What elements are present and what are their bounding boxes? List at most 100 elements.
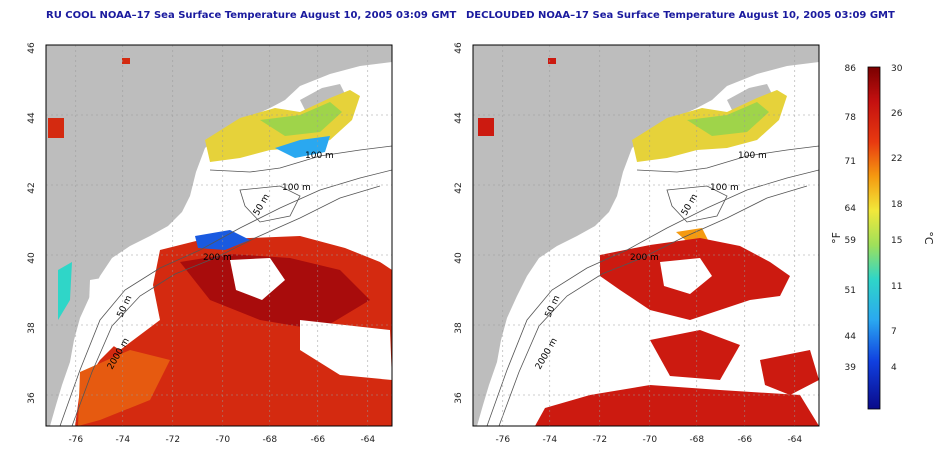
left-y-tick: 40 [27, 252, 37, 264]
right-warm-patch-3 [760, 350, 819, 395]
c-tick: 22 [891, 154, 902, 164]
f-tick: 44 [845, 332, 857, 342]
right-contour-label-4: 200 m [630, 253, 659, 263]
right-y-tick: 42 [454, 182, 464, 193]
right-grid [473, 45, 819, 426]
left-coastal-cyan [58, 262, 72, 320]
left-warm-water [75, 236, 392, 426]
left-green-patch [260, 102, 342, 136]
left-y-axis: 46 44 42 40 38 36 [27, 42, 37, 404]
left-land-nova-scotia [300, 84, 346, 112]
right-cloud-gap [660, 258, 712, 294]
right-warm-south [535, 385, 819, 426]
c-tick: 30 [891, 64, 903, 74]
right-warm-water [600, 238, 790, 320]
left-contour-label-1: 100 m [305, 151, 334, 161]
c-tick: 18 [891, 200, 903, 210]
left-blue-patch [275, 136, 330, 158]
f-tick: 64 [845, 204, 857, 214]
right-y-tick: 44 [454, 112, 464, 124]
right-y-axis: 46 44 42 40 38 36 [454, 42, 464, 404]
right-x-tick: -76 [495, 435, 510, 445]
right-x-tick: -64 [787, 435, 802, 445]
right-y-tick: 38 [454, 322, 464, 334]
left-grid [46, 45, 392, 426]
fahrenheit-label: °F [830, 232, 843, 244]
right-map: 100 m 100 m 50 m 200 m 50 m 2000 m -76 -… [454, 42, 820, 445]
right-gulf-of-maine [632, 90, 787, 162]
c-tick: 15 [891, 236, 902, 246]
right-x-tick: -74 [542, 435, 557, 445]
left-cloud-2 [300, 320, 392, 380]
right-bathymetry [486, 145, 819, 426]
f-tick: 51 [845, 286, 856, 296]
right-y-tick: 46 [454, 42, 464, 54]
left-x-axis: -76 -74 -72 -70 -68 -66 -64 [68, 435, 375, 445]
left-x-tick: -70 [215, 435, 230, 445]
left-map-background [46, 45, 392, 426]
f-tick: 86 [845, 64, 857, 74]
right-speck-1 [548, 58, 556, 64]
right-green-patch [687, 102, 769, 136]
colorbar-celsius-ticks: 30 26 22 18 15 11 7 4 [891, 64, 903, 373]
right-contour-label-1: 100 m [738, 151, 767, 161]
left-warm-south [78, 350, 170, 426]
right-land-mass [473, 45, 819, 426]
right-x-tick: -72 [592, 435, 607, 445]
left-hot-core [180, 254, 370, 330]
c-tick: 11 [891, 282, 902, 292]
left-x-tick: -76 [68, 435, 83, 445]
f-tick: 71 [845, 157, 856, 167]
colorbar-gradient [867, 66, 881, 410]
right-x-tick: -70 [642, 435, 657, 445]
left-cloud-3 [88, 270, 160, 350]
left-contour-label-3: 50 m [252, 193, 272, 218]
left-map: 100 m 100 m 50 m 200 m 50 m 2000 m -76 -… [27, 42, 393, 445]
left-x-tick: -68 [262, 435, 277, 445]
right-x-axis: -76 -74 -72 -70 -68 -66 -64 [495, 435, 802, 445]
right-map-background [473, 45, 819, 426]
right-warm-patch-2 [650, 330, 740, 380]
right-contour-label-5: 50 m [544, 294, 563, 319]
right-x-tick: -66 [737, 435, 752, 445]
left-contour-label-5: 50 m [116, 294, 135, 319]
left-y-tick: 44 [27, 112, 37, 124]
right-map-frame [472, 44, 820, 427]
f-tick: 78 [845, 113, 857, 123]
left-x-tick: -74 [115, 435, 130, 445]
left-cloud-1 [230, 258, 285, 300]
left-y-tick: 36 [27, 392, 37, 404]
celsius-label: °C [922, 231, 935, 245]
f-tick: 59 [845, 236, 857, 246]
left-contour-label-4: 200 m [203, 253, 232, 263]
colorbar-fahrenheit-ticks: 86 78 71 64 59 51 44 39 [845, 64, 857, 373]
left-speck-1 [122, 58, 130, 64]
left-cold-patch [195, 230, 250, 250]
right-land-nova-scotia [727, 84, 773, 112]
right-contour-label-6: 2000 m [534, 337, 560, 372]
right-y-tick: 36 [454, 392, 464, 404]
left-gulf-of-maine [205, 90, 360, 162]
left-x-tick: -72 [165, 435, 180, 445]
f-tick: 39 [845, 363, 857, 373]
left-x-tick: -64 [360, 435, 375, 445]
right-x-tick: -68 [689, 435, 704, 445]
left-y-tick: 46 [27, 42, 37, 54]
right-orange-patch [676, 228, 708, 244]
right-speck-2 [478, 118, 494, 136]
left-contour-label-2: 100 m [282, 183, 311, 193]
left-panel-title: RU COOL NOAA–17 Sea Surface Temperature … [46, 10, 457, 21]
left-land-mass [46, 45, 392, 426]
c-tick: 7 [891, 327, 897, 337]
right-panel-title: DECLOUDED NOAA–17 Sea Surface Temperatur… [466, 10, 895, 21]
left-y-tick: 42 [27, 182, 37, 193]
left-contour-label-6: 2000 m [106, 337, 132, 372]
left-y-tick: 38 [27, 322, 37, 334]
left-x-tick: -66 [310, 435, 325, 445]
right-contour-label-2: 100 m [710, 183, 739, 193]
left-speck-2 [48, 118, 64, 138]
c-tick: 26 [891, 109, 903, 119]
left-map-frame [45, 44, 393, 427]
left-bathymetry [59, 145, 392, 426]
